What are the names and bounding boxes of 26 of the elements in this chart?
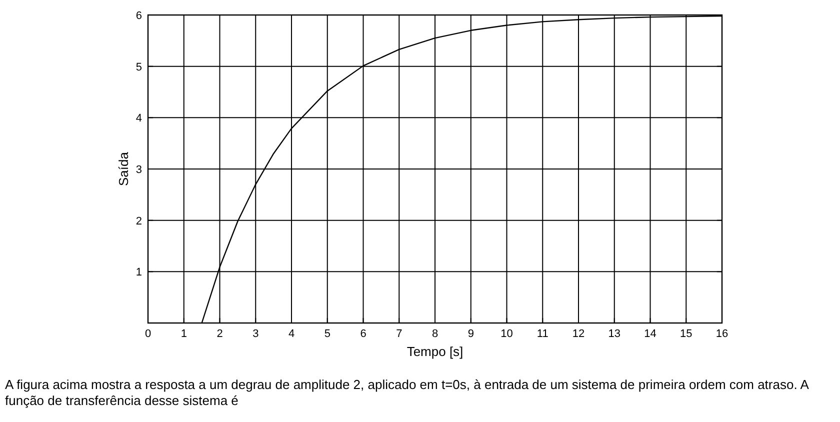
- x-tick-label: 9: [468, 328, 474, 340]
- y-tick-label: 2: [136, 215, 142, 228]
- x-tick-label: 10: [500, 328, 513, 340]
- text: A figura acima mostra a resposta a um degrau de amplitude 2, aplicado em t=0s, à entrada de um sistema de primeira ordem com atraso. A função de transferência desse sistema é: [5, 377, 810, 409]
- x-tick-label: 16: [716, 328, 728, 340]
- x-tick-label: 15: [680, 328, 692, 340]
- x-tick-label: 2: [216, 328, 223, 340]
- y-tick-label: 3: [136, 164, 142, 176]
- y-tick-label: 5: [136, 61, 142, 74]
- x-tick-label: 13: [608, 328, 620, 340]
- y-tick-label: 6: [136, 10, 142, 22]
- x-tick-label: 8: [432, 328, 438, 340]
- y-tick-label: 4: [136, 112, 142, 125]
- x-tick-label: 4: [288, 328, 295, 340]
- x-tick-label: 5: [324, 328, 330, 340]
- x-tick-label: 6: [360, 328, 366, 340]
- x-axis-title: Tempo [s]: [406, 344, 464, 359]
- x-tick-label: 0: [144, 328, 152, 340]
- x-tick-label: 11: [536, 328, 548, 340]
- x-tick-label: 7: [396, 328, 402, 340]
- y-tick-label: 1: [136, 266, 142, 279]
- x-tick-label: 14: [644, 328, 656, 340]
- x-tick-label: 3: [252, 328, 259, 340]
- y-axis-title: Saída: [116, 151, 131, 186]
- x-tick-label: 12: [572, 328, 585, 340]
- x-tick-label: 1: [180, 328, 187, 340]
